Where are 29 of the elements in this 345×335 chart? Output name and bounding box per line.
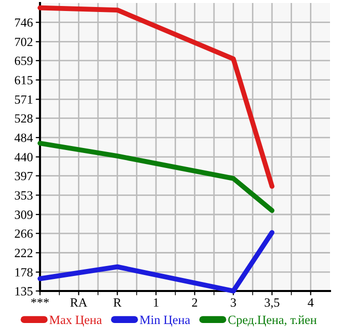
y-tick-label: 484 bbox=[14, 134, 33, 142]
y-tick-label: 746 bbox=[15, 18, 33, 27]
x-tick-label: RA bbox=[70, 298, 88, 307]
y-tick-label: 615 bbox=[14, 76, 33, 84]
y-tick-label: 178 bbox=[15, 268, 33, 277]
y-tick-label: 659 bbox=[14, 56, 33, 66]
x-tick-label: 4 bbox=[308, 298, 314, 307]
y-tick-label: 222 bbox=[14, 248, 32, 258]
y-tick-label: 440 bbox=[14, 152, 33, 162]
legend-label: Max Цена bbox=[50, 316, 102, 327]
y-tick-label: 397 bbox=[14, 172, 33, 180]
x-tick-label: 3,5 bbox=[264, 298, 280, 309]
y-tick-label: 353 bbox=[14, 191, 33, 200]
x-tick-label: *** bbox=[31, 298, 49, 304]
x-tick-label: 1 bbox=[154, 298, 158, 307]
y-tick-label: 266 bbox=[14, 229, 33, 238]
legend-label: Min Цена bbox=[140, 316, 190, 327]
x-tick-label: R bbox=[114, 298, 122, 307]
y-tick-label: 702 bbox=[15, 38, 32, 46]
y-tick-label: 135 bbox=[15, 287, 33, 296]
line-series bbox=[38, 5, 274, 189]
x-tick-label: 3 bbox=[230, 298, 236, 307]
legend-label: Сред.Цена, т.йен bbox=[228, 315, 317, 327]
y-tick-label: 309 bbox=[14, 210, 33, 219]
line-series bbox=[38, 230, 274, 294]
y-tick-label: 528 bbox=[15, 114, 33, 123]
y-tick-label: 571 bbox=[15, 95, 32, 104]
x-tick-label: 2 bbox=[192, 298, 198, 307]
line-series bbox=[38, 140, 274, 213]
